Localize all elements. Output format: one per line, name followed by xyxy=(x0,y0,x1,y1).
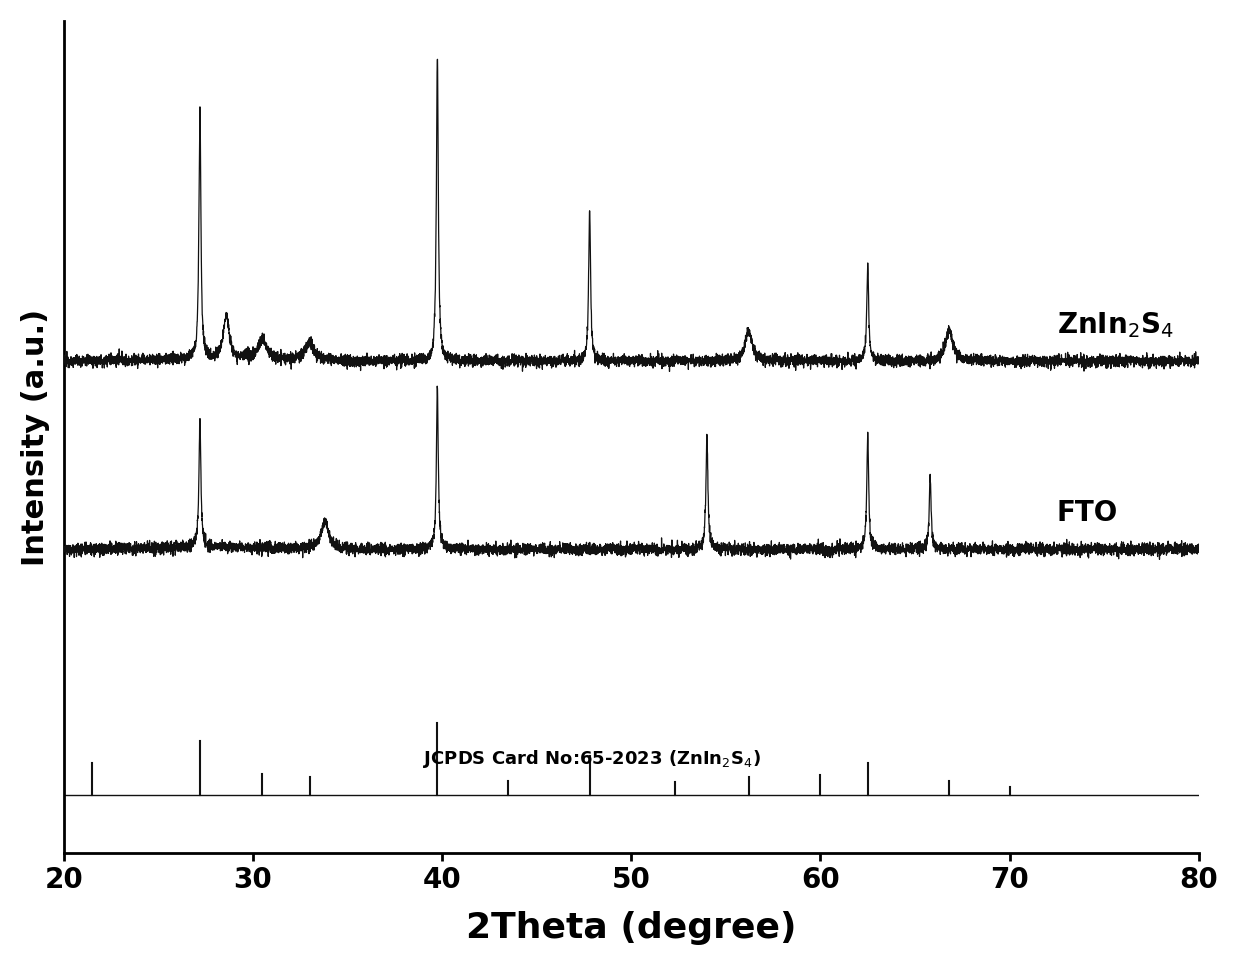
X-axis label: 2Theta (degree): 2Theta (degree) xyxy=(466,911,797,945)
Text: FTO: FTO xyxy=(1057,499,1118,527)
Text: JCPDS Card No:65-2023 (ZnIn$_2$S$_4$): JCPDS Card No:65-2023 (ZnIn$_2$S$_4$) xyxy=(424,749,761,770)
Text: ZnIn$_2$S$_4$: ZnIn$_2$S$_4$ xyxy=(1057,310,1173,340)
Y-axis label: Intensity (a.u.): Intensity (a.u.) xyxy=(21,308,50,566)
